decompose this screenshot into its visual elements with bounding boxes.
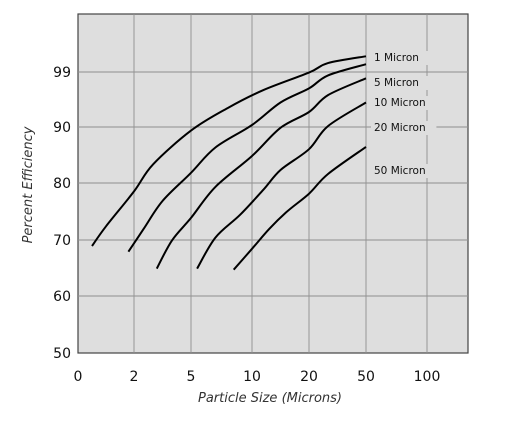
- series-label-50-micron: 50 Micron: [374, 165, 426, 177]
- x-tick-label: 100: [414, 369, 441, 385]
- y-tick-label: 60: [53, 289, 71, 305]
- series-label-5-micron: 5 Micron: [374, 77, 419, 89]
- x-tick-label: 5: [187, 369, 196, 385]
- series-label-1-micron: 1 Micron: [374, 52, 419, 64]
- curve-5-micron: [127, 63, 367, 253]
- y-tick-label: 99.9: [40, 0, 71, 4]
- y-axis-title: Percent Efficiency: [21, 126, 36, 243]
- x-axis-title: Particle Size (Microns): [198, 391, 342, 406]
- curves: [91, 55, 367, 271]
- x-tick-label: 2: [130, 369, 139, 385]
- series-label-bg: [371, 51, 430, 65]
- x-tick-label: 10: [243, 369, 261, 385]
- series-label-bg: [371, 76, 430, 90]
- y-tick-label: 70: [53, 233, 71, 249]
- curve-10-micron: [155, 77, 367, 270]
- series-labels: 1 Micron 5 Micron 10 Micron 20 Micron 50 Mic…: [371, 51, 437, 178]
- curve-50-micron: [232, 146, 367, 271]
- x-tick-label: 0: [74, 369, 83, 385]
- series-label-10-micron: 10 Micron: [374, 97, 426, 109]
- y-tick-label: 99: [53, 65, 71, 81]
- series-label-bg: [371, 96, 437, 110]
- y-tick-label: 50: [53, 346, 71, 362]
- y-tick-label: 80: [53, 176, 71, 192]
- series-label-20-micron: 20 Micron: [374, 122, 426, 134]
- curve-1-micron: [91, 55, 367, 247]
- y-tick-label: 90: [53, 120, 71, 136]
- series-label-bg: [371, 121, 437, 135]
- grid: [78, 14, 468, 353]
- x-axis-ticks: 0 2 5 10 20 50 100: [74, 369, 441, 385]
- x-tick-label: 20: [300, 369, 318, 385]
- curve-20-micron: [196, 101, 367, 270]
- plot-area: [77, 13, 469, 354]
- series-label-bg: [371, 164, 437, 178]
- y-axis-ticks: 50 60 70 80 90 99 99.9: [40, 0, 71, 362]
- x-tick-label: 50: [357, 369, 375, 385]
